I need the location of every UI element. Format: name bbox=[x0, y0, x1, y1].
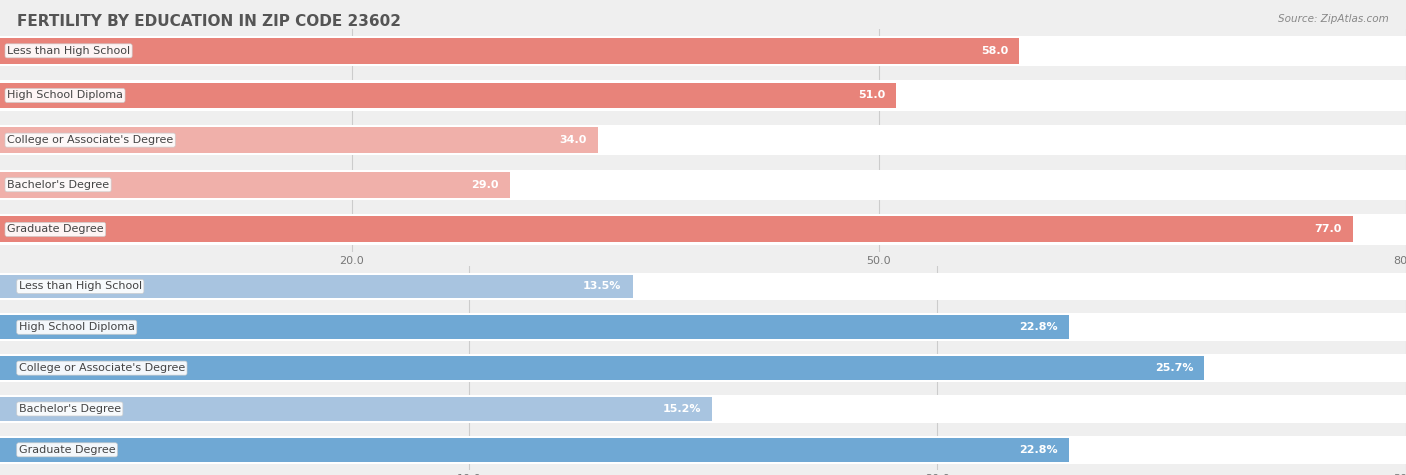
Text: 29.0: 29.0 bbox=[471, 180, 498, 190]
Text: Less than High School: Less than High School bbox=[7, 46, 131, 56]
Text: 15.2%: 15.2% bbox=[662, 404, 702, 414]
Text: Less than High School: Less than High School bbox=[18, 281, 142, 292]
Bar bbox=[0, 217, 1353, 242]
Bar bbox=[0, 83, 897, 108]
Text: Source: ZipAtlas.com: Source: ZipAtlas.com bbox=[1278, 14, 1389, 24]
Bar bbox=[0, 80, 1406, 111]
Text: 25.7%: 25.7% bbox=[1154, 363, 1194, 373]
Bar bbox=[0, 170, 1406, 200]
Text: High School Diploma: High School Diploma bbox=[7, 90, 124, 101]
Text: College or Associate's Degree: College or Associate's Degree bbox=[7, 135, 173, 145]
Bar bbox=[0, 125, 1406, 155]
Bar bbox=[0, 315, 1069, 339]
Text: 77.0: 77.0 bbox=[1315, 224, 1343, 235]
Bar bbox=[0, 36, 1406, 66]
Text: 22.8%: 22.8% bbox=[1019, 445, 1057, 455]
Text: 58.0: 58.0 bbox=[981, 46, 1008, 56]
Bar bbox=[0, 275, 633, 298]
Bar bbox=[0, 127, 598, 153]
Bar bbox=[0, 395, 1406, 423]
Bar bbox=[0, 38, 1019, 64]
Text: High School Diploma: High School Diploma bbox=[18, 322, 135, 332]
Bar bbox=[0, 438, 1069, 462]
Text: Graduate Degree: Graduate Degree bbox=[18, 445, 115, 455]
Text: Graduate Degree: Graduate Degree bbox=[7, 224, 104, 235]
Text: 34.0: 34.0 bbox=[560, 135, 586, 145]
Text: College or Associate's Degree: College or Associate's Degree bbox=[18, 363, 186, 373]
Bar bbox=[0, 172, 509, 198]
Bar bbox=[0, 356, 1205, 380]
Text: 13.5%: 13.5% bbox=[583, 281, 621, 292]
Bar bbox=[0, 436, 1406, 464]
Bar bbox=[0, 214, 1406, 245]
Bar bbox=[0, 273, 1406, 300]
Text: 51.0: 51.0 bbox=[858, 90, 886, 101]
Text: FERTILITY BY EDUCATION IN ZIP CODE 23602: FERTILITY BY EDUCATION IN ZIP CODE 23602 bbox=[17, 14, 401, 29]
Text: 22.8%: 22.8% bbox=[1019, 322, 1057, 332]
Bar bbox=[0, 314, 1406, 341]
Text: Bachelor's Degree: Bachelor's Degree bbox=[7, 180, 110, 190]
Text: Bachelor's Degree: Bachelor's Degree bbox=[18, 404, 121, 414]
Bar bbox=[0, 397, 713, 421]
Bar bbox=[0, 354, 1406, 382]
